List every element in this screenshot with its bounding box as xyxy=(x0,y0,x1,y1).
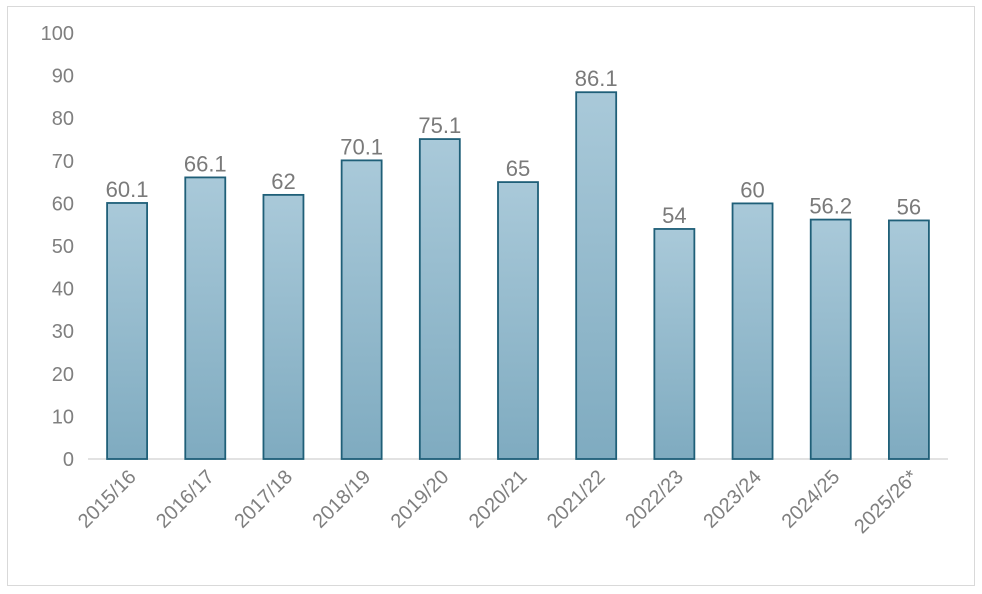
bar xyxy=(653,228,696,460)
x-tick-label: 2020/21 xyxy=(465,466,532,533)
data-label: 56.2 xyxy=(809,194,852,219)
bar xyxy=(184,176,227,460)
bar xyxy=(575,91,618,460)
data-label: 60.1 xyxy=(106,177,149,202)
bar xyxy=(809,218,852,460)
y-tick-label: 60 xyxy=(52,193,74,215)
x-tick-label: 2017/18 xyxy=(230,466,297,533)
bar xyxy=(340,159,383,460)
x-axis-labels: 2015/16 2016/17 2017/18 2018/19 2019/20 2020/… xyxy=(74,466,923,538)
bar xyxy=(731,202,774,460)
y-tick-label: 40 xyxy=(52,279,74,301)
y-tick-label: 0 xyxy=(63,449,74,471)
x-tick-label: 2019/20 xyxy=(387,466,454,533)
y-tick-label: 100 xyxy=(41,23,74,45)
y-tick-label: 70 xyxy=(52,151,74,173)
bars xyxy=(106,91,930,460)
data-label: 86.1 xyxy=(575,66,618,91)
y-tick-label: 10 xyxy=(52,406,74,428)
data-label: 56 xyxy=(897,194,921,219)
x-tick-label: 2021/22 xyxy=(543,466,610,533)
bar xyxy=(106,202,148,460)
x-tick-label: 2018/19 xyxy=(308,466,375,533)
data-label: 54 xyxy=(662,203,686,228)
bar xyxy=(888,219,930,460)
x-tick-label: 2025/26* xyxy=(850,466,922,538)
y-axis-labels: 0 10 20 30 40 50 60 70 80 90 100 xyxy=(41,23,74,471)
data-label: 75.1 xyxy=(418,113,461,138)
data-label: 70.1 xyxy=(340,134,383,159)
x-tick-label: 2024/25 xyxy=(778,466,845,533)
x-tick-label: 2015/16 xyxy=(74,466,141,533)
y-tick-label: 90 xyxy=(52,66,74,88)
data-label: 62 xyxy=(271,169,295,194)
y-tick-label: 30 xyxy=(52,321,74,343)
data-label: 65 xyxy=(506,156,530,181)
bar xyxy=(418,138,461,460)
y-tick-label: 80 xyxy=(52,108,74,130)
y-tick-label: 20 xyxy=(52,364,74,386)
x-tick-label: 2023/24 xyxy=(699,466,766,533)
x-tick-label: 2016/17 xyxy=(152,466,219,533)
bar xyxy=(262,193,305,460)
x-tick-label: 2022/23 xyxy=(621,466,688,533)
data-labels: 60.1 66.1 62 70.1 75.1 65 86.1 54 60 56.2 56 xyxy=(106,66,921,228)
data-label: 60 xyxy=(740,177,764,202)
y-tick-label: 50 xyxy=(52,236,74,258)
data-label: 66.1 xyxy=(184,151,227,176)
bar xyxy=(497,181,539,460)
